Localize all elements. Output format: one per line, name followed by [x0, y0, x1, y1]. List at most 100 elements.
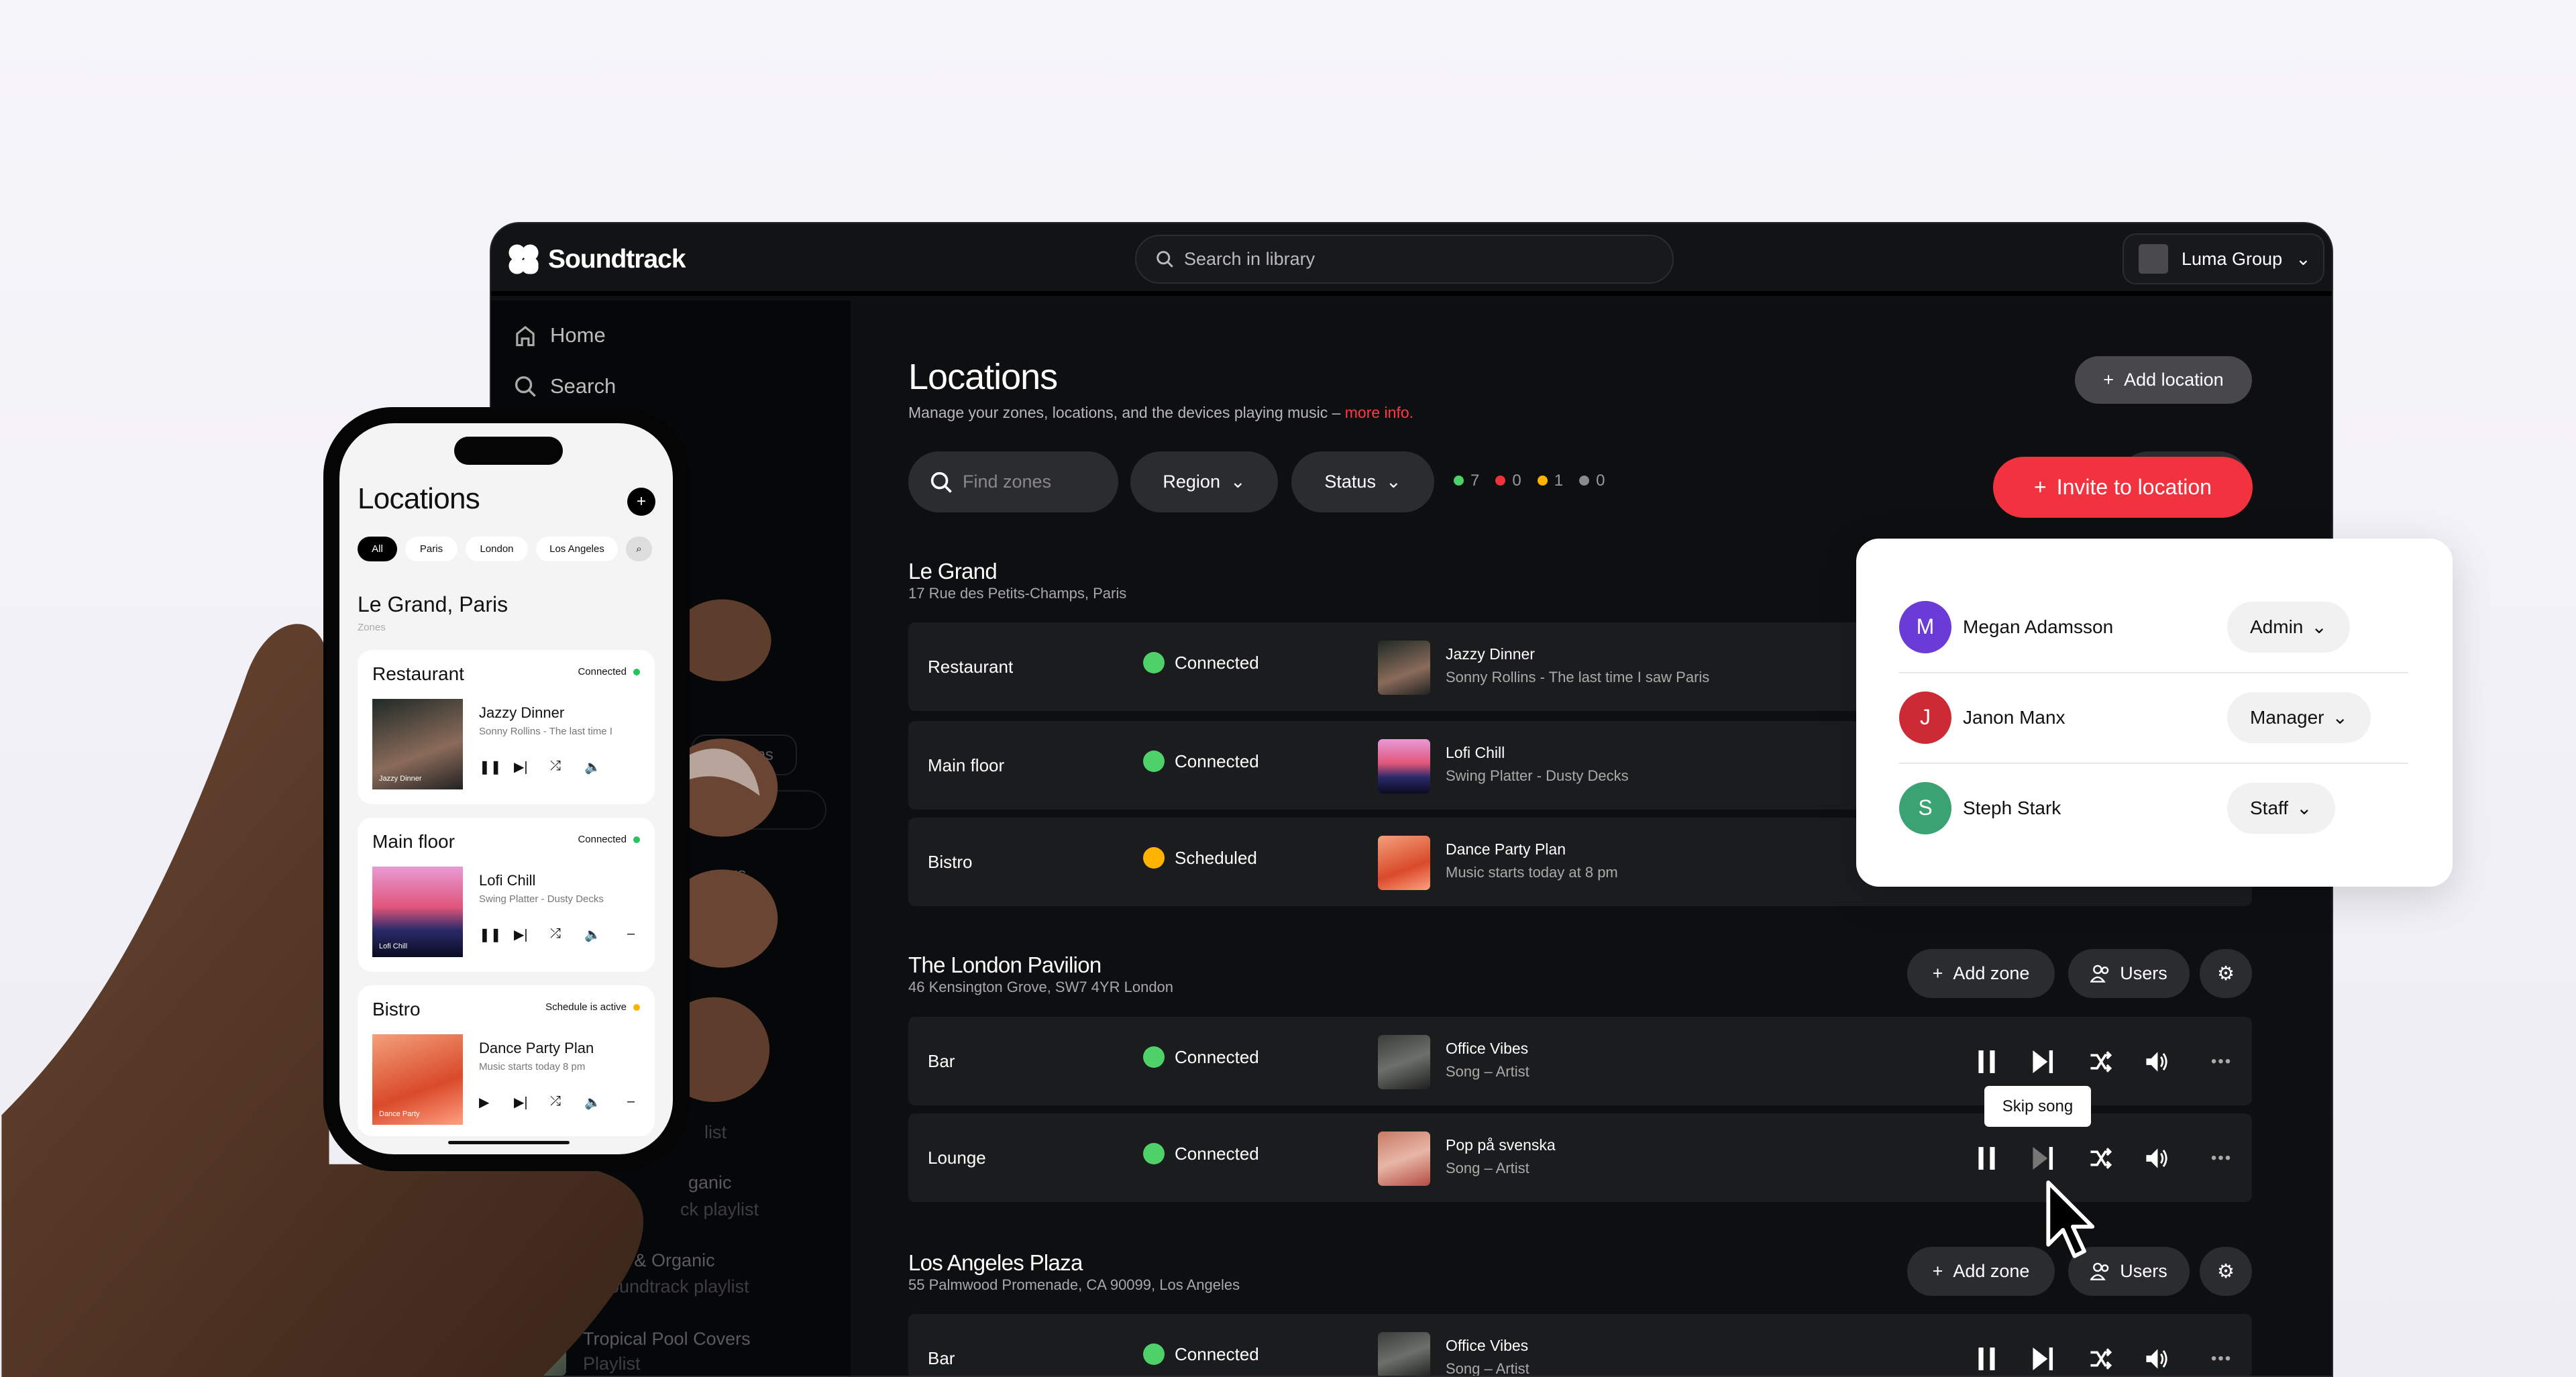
track-title: Pop på svenska [1446, 1136, 1556, 1154]
sidebar-playlist-title[interactable]: ganic [688, 1172, 732, 1193]
volume-button[interactable]: 🔈 [584, 926, 601, 943]
shuffle-button[interactable]: ⤮ [550, 1094, 561, 1109]
role-dropdown[interactable]: Admin ⌄ [2227, 601, 2350, 653]
pause-button[interactable] [1970, 1045, 2003, 1078]
sidebar-item-search[interactable]: Search [514, 374, 616, 398]
status-text: Connected [578, 666, 627, 677]
shuffle-button[interactable] [2084, 1045, 2116, 1078]
phone-chips: All Paris London Los Angeles ⌕ [358, 537, 652, 561]
skip-forward-button[interactable]: ▶| [514, 926, 528, 943]
location-settings-button[interactable]: ⚙ [2200, 949, 2252, 998]
users-icon [2090, 1262, 2109, 1280]
status-dot [1495, 476, 1506, 486]
pause-button[interactable] [1970, 1342, 2003, 1375]
volume-button[interactable]: 🔈 [584, 759, 601, 775]
user-name: Megan Adamsson [1963, 616, 2114, 637]
skip-forward-button[interactable]: ▶| [514, 1094, 528, 1111]
library-search-input[interactable]: Search in library [1135, 235, 1674, 284]
pause-button[interactable]: ❚❚ [479, 759, 502, 775]
pause-button[interactable]: ❚❚ [479, 926, 502, 943]
phone-zone-card[interactable]: Bistro Schedule is active Dance Party Da… [358, 985, 655, 1136]
status-dot [633, 668, 640, 675]
shuffle-icon [2089, 1347, 2112, 1370]
add-zone-button[interactable]: + Add zone [1907, 1247, 2055, 1296]
role-dropdown[interactable]: Manager ⌄ [2227, 692, 2371, 743]
more-button[interactable]: – [627, 1094, 635, 1109]
location-chip[interactable]: Los Angeles [536, 537, 618, 561]
album-art: Lofi Chill [372, 867, 463, 957]
more-button[interactable]: – [627, 926, 635, 942]
find-zones-input[interactable]: Find zones [908, 451, 1118, 512]
track-subtitle: Song – Artist [1446, 1360, 1529, 1377]
skip-forward-icon [2031, 1146, 2054, 1170]
shuffle-icon: ⤮ [550, 1094, 561, 1109]
user-row: M Megan Adamsson Admin ⌄ [1899, 582, 2408, 672]
skip-forward-button[interactable]: ▶| [514, 759, 528, 775]
skip-forward-button[interactable] [2026, 1342, 2059, 1375]
pause-button[interactable] [1970, 1142, 2003, 1174]
more-info-link[interactable]: more info. [1344, 404, 1414, 421]
add-zone-button[interactable]: + Add zone [1907, 949, 2055, 998]
skip-song-tooltip: Skip song [1984, 1086, 2091, 1127]
zone-row[interactable]: Lounge Connected Pop på svenska Song – A… [908, 1113, 2252, 1202]
volume-button[interactable] [2139, 1342, 2172, 1375]
status-dot [1537, 476, 1548, 486]
chip-search-button[interactable]: ⌕ [626, 537, 652, 561]
filter-label: Status [1324, 472, 1376, 492]
org-name: Luma Group [2182, 248, 2283, 269]
sidebar-item-home[interactable]: Home [514, 323, 606, 347]
button-label: Add zone [1953, 1261, 2030, 1281]
sidebar-playlist-title[interactable]: Tropical Pool Covers [583, 1329, 751, 1349]
skip-forward-icon: ▶| [514, 1095, 528, 1110]
invite-to-location-button[interactable]: + Invite to location [1993, 457, 2253, 518]
pause-button[interactable]: ▶ [479, 1094, 489, 1111]
phone-add-button[interactable]: + [627, 488, 655, 516]
phone-zone-card[interactable]: Restaurant Connected Jazzy Dinner Jazzy … [358, 650, 655, 804]
soundtrack-logo-icon [508, 244, 539, 274]
status-text: Schedule is active [545, 1001, 627, 1013]
role-dropdown[interactable]: Staff ⌄ [2227, 782, 2335, 834]
volume-button[interactable]: 🔈 [584, 1094, 601, 1111]
shuffle-button[interactable]: ⤮ [550, 759, 561, 774]
track-subtitle: Swing Platter - Dusty Decks [1446, 767, 1629, 784]
location-settings-button[interactable]: ⚙ [2200, 1247, 2252, 1296]
phone-zone-card[interactable]: Main floor Connected Lofi Chill Lofi Chi… [358, 818, 655, 972]
location-chip[interactable]: Paris [405, 537, 458, 561]
users-button[interactable]: Users [2068, 949, 2190, 998]
track-subtitle: Sonny Rollins - The last time I saw Pari… [1446, 669, 1710, 685]
card-track-title: Jazzy Dinner [479, 704, 565, 721]
skip-forward-button[interactable] [2026, 1045, 2059, 1078]
button-label: Users [2120, 963, 2167, 983]
region-filter[interactable]: Region ⌄ [1130, 451, 1278, 512]
status-filter[interactable]: Status ⌄ [1291, 451, 1434, 512]
more-icon: ••• [2210, 1052, 2233, 1070]
volume-button[interactable] [2139, 1045, 2172, 1078]
chevron-down-icon: ⌄ [2296, 797, 2312, 818]
users-popover: M Megan Adamsson Admin ⌄ J Janon Manx Mana… [1856, 539, 2453, 887]
button-label: Invite to location [2056, 475, 2212, 499]
volume-button[interactable] [2139, 1142, 2172, 1174]
skip-forward-icon [2031, 1347, 2054, 1370]
logo[interactable]: Soundtrack [507, 243, 686, 276]
volume-icon: 🔈 [584, 928, 601, 942]
shuffle-button[interactable] [2084, 1342, 2116, 1375]
shuffle-button[interactable] [2084, 1142, 2116, 1174]
zone-row[interactable]: Bar Connected Office Vibes Song – Artist… [908, 1314, 2252, 1377]
more-button[interactable]: ••• [2205, 1045, 2238, 1078]
location-name: Le Grand [908, 559, 998, 584]
more-button[interactable]: ••• [2205, 1342, 2238, 1375]
plus-icon: + [1932, 963, 1943, 983]
skip-forward-button[interactable] [2026, 1142, 2059, 1174]
location-chip[interactable]: London [466, 537, 528, 561]
add-location-button[interactable]: + Add location [2075, 356, 2252, 404]
more-button[interactable]: ••• [2205, 1142, 2238, 1174]
users-button[interactable]: Users [2068, 1247, 2190, 1296]
zone-row[interactable]: Bar Connected Office Vibes Song – Artist… [908, 1017, 2252, 1105]
phone-mockup: Locations + All Paris London Los Angeles ⌕ L… [323, 407, 690, 1171]
chip-label: All [372, 543, 383, 555]
search-icon: ⌕ [636, 543, 642, 555]
zone-name: Lounge [928, 1148, 986, 1168]
shuffle-button[interactable]: ⤮ [550, 926, 561, 942]
location-chip[interactable]: All [358, 537, 397, 561]
org-switcher[interactable]: Luma Group ⌄ [2123, 233, 2324, 284]
